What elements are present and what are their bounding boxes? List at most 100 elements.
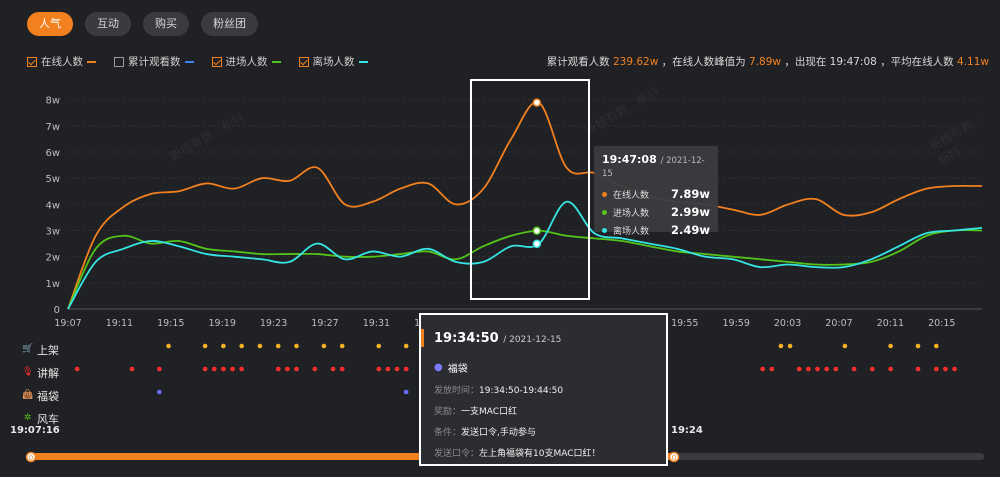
legend-label: 在线人数 <box>41 56 83 68</box>
summary-peak-value: 7.89w <box>749 56 781 68</box>
legend-item-3[interactable]: 离场人数 <box>298 54 368 69</box>
event-dot <box>321 343 327 349</box>
x-tick-label: 20:15 <box>928 318 955 329</box>
event-dot <box>129 366 135 372</box>
event-type-icon: 🛒 <box>22 344 34 354</box>
x-tick-label: 19:11 <box>106 318 133 329</box>
timeline-row-label: 讲解 <box>37 366 59 380</box>
event-tooltip-time: 19:34:50 / 2021-12-15 <box>434 331 562 346</box>
timeline-labels: 🛒 上架 🎙 讲解 👜 福袋 ✲ 风车 <box>22 338 59 430</box>
event-detail: 条件：发送口令,手动参与 <box>434 428 536 438</box>
event-dot <box>275 366 281 372</box>
legend-label: 进场人数 <box>225 56 268 68</box>
timeline-start-time: 19:07:16 <box>10 425 60 436</box>
event-dot <box>787 343 793 349</box>
event-dot <box>74 366 80 372</box>
x-tick-label: 20:03 <box>774 318 801 329</box>
event-dot <box>376 343 382 349</box>
event-dot <box>403 343 409 349</box>
summary-label-total: 累计观看人数 <box>546 56 610 68</box>
x-tick-label: 19:15 <box>157 318 184 329</box>
summary-text: 累计观看人数 239.62w ，在线人数峰值为 7.89w ，出现在 19:47… <box>547 54 989 69</box>
y-tick-label: 3w <box>45 227 60 238</box>
summary-label-avg: ，平均在线人数 <box>880 56 954 68</box>
event-dot <box>312 366 318 372</box>
event-type-icon: ✲ <box>23 413 32 423</box>
event-dot <box>815 366 820 372</box>
event-detail: 发送口令：左上角福袋有10支MAC口红！ <box>434 449 601 459</box>
slider-handle-right-label: 0 <box>672 454 676 462</box>
checkbox-icon[interactable] <box>211 56 222 67</box>
event-dot <box>806 366 811 372</box>
timeline-end-time: 19:24 <box>671 425 703 436</box>
event-dot <box>294 366 299 372</box>
event-dot <box>285 366 290 372</box>
y-tick-label: 8w <box>45 96 60 107</box>
tooltip-row: 在线人数 7.89w <box>602 185 710 203</box>
event-type-icon: 🎙 <box>22 367 34 377</box>
event-dot <box>833 366 839 372</box>
x-tick-label: 19:19 <box>209 318 236 329</box>
event-dot <box>403 389 409 395</box>
tab-0[interactable]: 人气 <box>27 12 73 36</box>
summary-total-value: 239.62w <box>613 56 659 68</box>
series-line-2 <box>67 200 983 310</box>
checkbox-icon[interactable] <box>27 56 37 67</box>
tab-1[interactable]: 互动 <box>85 12 131 36</box>
x-tick-label: 19:23 <box>260 318 287 329</box>
event-dot <box>760 366 765 372</box>
metric-tabs: 人气 互动 购买 粉丝团 <box>27 12 258 36</box>
event-dot <box>888 366 893 372</box>
event-type-icon: 👜 <box>22 390 34 400</box>
timeline-row-label: 上架 <box>37 343 59 357</box>
event-dot <box>934 366 939 372</box>
event-dot <box>385 366 391 372</box>
event-dot <box>915 343 921 349</box>
timeline-row-label: 风车 <box>37 412 59 426</box>
legend-item-1[interactable]: 累计观看数 <box>114 54 194 69</box>
event-dot <box>394 366 400 372</box>
event-dot <box>230 366 235 372</box>
slider-handle-left <box>25 451 37 463</box>
series-line-1 <box>67 229 983 310</box>
summary-label-time: ，出现在 <box>784 56 827 68</box>
y-tick-label: 2w <box>45 253 60 264</box>
event-dot <box>769 366 775 372</box>
event-dot <box>211 366 217 372</box>
summary-avg-value: 4.11w <box>957 56 989 68</box>
summary-label-peak: ，在线人数峰值为 <box>661 56 746 68</box>
timeline-row-3: ✲ 风车 <box>22 407 59 430</box>
event-detail: 发放时间：19:34:50-19:44:50 <box>434 386 564 396</box>
checkbox-icon[interactable] <box>298 56 309 67</box>
event-dot <box>778 343 784 349</box>
x-tick-label: 19:31 <box>363 318 390 329</box>
tab-2[interactable]: 购买 <box>143 12 189 36</box>
x-tick-label: 20:11 <box>877 318 904 329</box>
lucky-bag-icon: ● <box>434 362 443 373</box>
event-dot <box>851 366 857 372</box>
series-line-0 <box>67 101 983 310</box>
x-tick-label: 19:55 <box>671 318 698 329</box>
event-dot <box>796 366 802 372</box>
event-dot <box>239 343 244 349</box>
legend-label: 累计观看数 <box>128 56 181 68</box>
legend-item-2[interactable]: 进场人数 <box>211 54 281 69</box>
event-dot <box>824 366 829 372</box>
checkbox-icon[interactable] <box>114 56 124 67</box>
event-name: ● 福袋 <box>434 362 468 375</box>
legend-label: 离场人数 <box>312 56 355 68</box>
event-dot <box>339 343 345 349</box>
event-dot <box>842 343 848 349</box>
y-tick-label: 5w <box>45 174 60 185</box>
summary-peak-time: 19:47:08 <box>829 56 877 68</box>
event-dot <box>202 343 208 349</box>
tab-3[interactable]: 粉丝团 <box>201 12 258 36</box>
event-detail: 奖励：一支MAC口红 <box>434 407 518 417</box>
legend-item-0[interactable]: 在线人数 <box>27 54 96 69</box>
chart-legend: 在线人数 累计观看数 进场人数 离场人数 <box>27 54 368 69</box>
event-dot <box>221 343 226 349</box>
event-dot <box>943 366 948 372</box>
chart-tooltip: 19:47:08 / 2021-12-15 在线人数 7.89w 进场人数 2.99w… <box>594 146 718 237</box>
legend-line <box>358 60 368 63</box>
timeline-row-1: 🎙 讲解 <box>22 361 59 384</box>
